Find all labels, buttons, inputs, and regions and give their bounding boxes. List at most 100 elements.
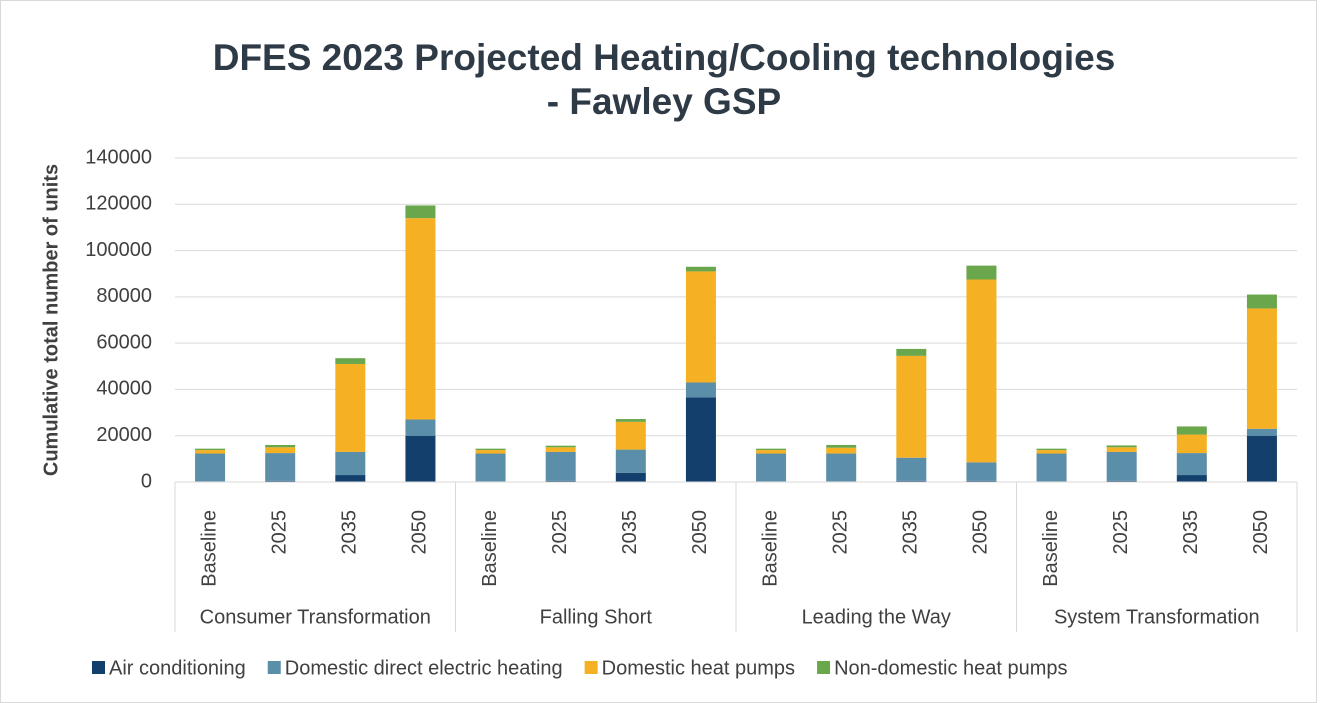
group-label: System Transformation [1054, 606, 1260, 628]
legend-swatch [267, 661, 281, 674]
bar-segment [756, 450, 787, 454]
bar-segment [1176, 475, 1207, 482]
x-tick-label: 2035 [339, 510, 361, 555]
bar-segment [685, 382, 716, 398]
legend-label: Non-domestic heat pumps [834, 657, 1067, 679]
bar-segment [405, 205, 436, 219]
bar-segment [475, 448, 506, 451]
bar-segment [685, 266, 716, 272]
x-tick-label: Baseline [759, 510, 781, 587]
bar-segment [545, 447, 576, 452]
x-tick-label: 2035 [619, 510, 641, 555]
bar-segment [545, 445, 576, 448]
bar-segment [615, 449, 646, 473]
bar-segment [826, 444, 857, 448]
x-tick-label: 2050 [970, 510, 992, 555]
bar-segment [545, 480, 576, 482]
x-tick-label: 2050 [1250, 510, 1272, 555]
bar-segment [1176, 434, 1207, 454]
legend-label: Domestic heat pumps [602, 657, 795, 679]
bar-segment [335, 475, 366, 482]
x-tick-label: 2050 [689, 510, 711, 555]
bar-segment [896, 348, 927, 356]
bar-segment [826, 447, 857, 454]
bar-segment [1036, 450, 1067, 454]
y-tick-label: 60000 [96, 331, 152, 353]
bar-segment [195, 453, 226, 482]
bar-segment [826, 453, 857, 482]
y-tick-label: 0 [141, 470, 152, 492]
legend-swatch [584, 661, 598, 674]
bar-segment [335, 363, 366, 452]
bar-segment [265, 444, 296, 448]
bar-segment [615, 419, 646, 422]
legend-swatch [817, 661, 831, 674]
bar-segment [475, 453, 506, 482]
x-tick-label: 2035 [900, 510, 922, 555]
group-label: Consumer Transformation [200, 606, 431, 628]
bar-segment [966, 480, 997, 482]
bar-segment [405, 218, 436, 420]
legend-swatch [92, 661, 105, 674]
bar-segment [615, 421, 646, 450]
bar-segment [265, 480, 296, 482]
bar-segment [335, 451, 366, 476]
bar-segment [265, 447, 296, 454]
x-tick-label: Baseline [479, 510, 501, 587]
legend-label: Air conditioning [109, 657, 246, 679]
bar-segment [685, 271, 716, 383]
y-axis-label: Cumulative total number of units [40, 164, 62, 476]
bar-segment [1246, 308, 1277, 429]
bar-segment [1176, 453, 1207, 476]
bar-segment [335, 358, 366, 364]
chart-title: - Fawley GSP [547, 81, 781, 122]
bar-segment [966, 462, 997, 481]
bar-segment [1106, 480, 1137, 482]
bar-segment [1036, 448, 1067, 451]
x-tick-label: 2025 [829, 510, 851, 555]
y-tick-label: 100000 [85, 239, 152, 261]
bar-segment [615, 472, 646, 482]
bar-segment [405, 419, 436, 436]
y-tick-label: 120000 [85, 193, 152, 215]
bar-segment [1106, 445, 1137, 448]
group-label: Falling Short [540, 606, 653, 628]
bar-segment [1246, 294, 1277, 309]
x-tick-label: Baseline [198, 510, 220, 587]
x-tick-label: 2025 [1110, 510, 1132, 555]
chart-title: DFES 2023 Projected Heating/Cooling tech… [213, 37, 1116, 78]
bar-segment [265, 453, 296, 481]
bar-segment [896, 457, 927, 481]
bar-segment [966, 265, 997, 280]
bar-segment [966, 279, 997, 463]
bar-segment [1246, 428, 1277, 436]
bar-segment [195, 450, 226, 454]
bar-segment [1106, 451, 1137, 481]
bar-segment [195, 448, 226, 451]
x-tick-label: 2025 [549, 510, 571, 555]
y-tick-label: 40000 [96, 378, 152, 400]
bar-segment [545, 451, 576, 481]
bar-segment [475, 450, 506, 454]
y-tick-label: 20000 [96, 424, 152, 446]
y-tick-label: 80000 [96, 285, 152, 307]
bar-segment [405, 435, 436, 482]
bar-segment [756, 453, 787, 482]
legend-label: Domestic direct electric heating [285, 657, 563, 679]
bar-segment [896, 480, 927, 482]
x-tick-label: 2035 [1180, 510, 1202, 555]
x-tick-label: Baseline [1040, 510, 1062, 587]
x-tick-label: 2050 [409, 510, 431, 555]
x-tick-label: 2025 [268, 510, 290, 555]
bar-segment [1106, 447, 1137, 452]
bar-segment [685, 397, 716, 482]
bar-segment [1176, 426, 1207, 435]
y-tick-label: 140000 [85, 146, 152, 168]
bar-segment [1246, 435, 1277, 482]
bar-segment [896, 355, 927, 458]
bar-segment [1036, 453, 1067, 482]
bar-segment [756, 448, 787, 451]
group-label: Leading the Way [802, 606, 951, 628]
